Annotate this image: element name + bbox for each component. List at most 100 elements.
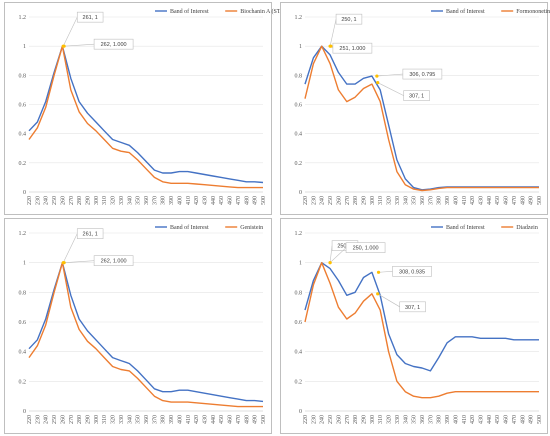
x-tick-label: 340 xyxy=(403,415,409,424)
y-tick-label: 0.2 xyxy=(19,161,27,167)
series-line-0 xyxy=(28,262,264,403)
x-tick-label: 430 xyxy=(203,196,209,205)
y-tick-label: 1.2 xyxy=(295,15,303,21)
x-tick-label: 350 xyxy=(412,415,418,424)
y-tick-label: 0.2 xyxy=(295,161,303,167)
legend-label: Genistein xyxy=(240,225,263,231)
x-tick-label: 410 xyxy=(462,196,468,205)
x-tick-label: 260 xyxy=(336,415,342,424)
callout-label: 261, 1 xyxy=(83,232,98,238)
x-tick-label: 370 xyxy=(428,415,434,424)
x-tick-label: 280 xyxy=(77,196,83,205)
callout-marker xyxy=(376,81,380,85)
chart-panel-genistein: 0 0.2 0.4 0.6 0.8 1 1.2 220 230 240 250 260 270 280 29… xyxy=(4,218,272,434)
callout-box xyxy=(76,228,104,239)
callout-box xyxy=(403,90,430,101)
callout-label: 262, 1.000 xyxy=(101,42,127,48)
x-tick-label: 310 xyxy=(378,196,384,205)
callout-box xyxy=(76,11,104,23)
x-tick-label: 320 xyxy=(111,196,117,205)
callout-box xyxy=(335,13,363,25)
y-tick-label: 0.6 xyxy=(295,103,303,109)
series-line-1 xyxy=(28,45,263,189)
y-tick-label: 1 xyxy=(299,261,302,267)
series-line-1 xyxy=(304,262,539,399)
x-tick-label: 270 xyxy=(69,415,75,424)
y-tick-label: 0.8 xyxy=(19,73,27,79)
y-tick-label: 0.6 xyxy=(19,320,27,326)
x-tick-label: 360 xyxy=(420,196,426,205)
y-tick-label: 0.2 xyxy=(295,379,303,385)
callout-box xyxy=(399,301,426,313)
x-tick-label: 400 xyxy=(177,415,183,424)
y-tick-label: 1.2 xyxy=(295,231,303,237)
y-tick-label: 0 xyxy=(299,190,302,196)
y-tick-label: 0.6 xyxy=(295,320,303,326)
callout-label: 251, 1.000 xyxy=(339,46,365,52)
callout-leader xyxy=(377,293,400,308)
y-tick-label: 0 xyxy=(299,409,302,415)
series-line-0 xyxy=(304,262,539,372)
chart-svg: 0 0.2 0.4 0.6 0.8 1 1.2 220 230 240 250 260 270 280 29… xyxy=(19,224,268,424)
x-tick-label: 430 xyxy=(479,415,485,424)
x-tick-label: 480 xyxy=(520,196,526,205)
callout-box xyxy=(332,42,373,54)
x-tick-label: 400 xyxy=(453,415,459,424)
x-tick-label: 290 xyxy=(86,415,92,424)
x-tick-label: 400 xyxy=(177,196,183,205)
x-tick-label: 440 xyxy=(487,196,493,205)
x-tick-label: 480 xyxy=(244,196,250,205)
y-tick-label: 0.4 xyxy=(295,132,303,138)
x-tick-label: 360 xyxy=(144,415,150,424)
x-tick-label: 370 xyxy=(428,196,434,205)
callout-leader xyxy=(64,43,95,47)
callout-box xyxy=(402,68,443,80)
x-tick-label: 490 xyxy=(253,196,259,205)
callout-marker xyxy=(62,44,66,48)
callout-marker xyxy=(328,261,332,265)
callout-label: 261, 1 xyxy=(83,15,98,21)
x-tick-label: 220 xyxy=(303,415,309,424)
y-tick-label: 0.4 xyxy=(19,132,27,138)
x-tick-label: 270 xyxy=(345,415,351,424)
x-tick-label: 480 xyxy=(520,415,526,424)
x-tick-label: 500 xyxy=(537,196,543,205)
x-tick-label: 330 xyxy=(119,415,125,424)
callout-leader xyxy=(377,82,404,96)
x-tick-label: 320 xyxy=(387,415,393,424)
x-tick-label: 310 xyxy=(102,196,108,205)
x-tick-label: 400 xyxy=(453,196,459,205)
x-tick-label: 460 xyxy=(504,415,510,424)
x-tick-label: 380 xyxy=(161,196,167,205)
legend-label: Formononetin xyxy=(516,9,550,15)
series-line-1 xyxy=(304,45,539,192)
x-tick-label: 270 xyxy=(345,196,351,205)
x-tick-label: 420 xyxy=(470,415,476,424)
chart-panel-formononetin: 0 0.2 0.4 0.6 0.8 1 1.2 220 230 240 250 260 270 280 29… xyxy=(280,2,550,215)
legend-label: Band of Interest xyxy=(446,8,485,15)
callout-box xyxy=(93,255,134,266)
x-tick-label: 430 xyxy=(203,415,209,424)
x-tick-label: 500 xyxy=(261,196,267,205)
callout-label: 307, 1 xyxy=(409,94,424,100)
x-tick-label: 230 xyxy=(35,415,41,424)
x-tick-label: 340 xyxy=(127,415,133,424)
x-tick-label: 220 xyxy=(27,196,33,205)
x-tick-label: 350 xyxy=(136,196,142,205)
x-tick-label: 480 xyxy=(244,415,250,424)
series-line-0 xyxy=(28,45,264,184)
x-tick-label: 290 xyxy=(362,196,368,205)
x-tick-label: 490 xyxy=(529,415,535,424)
y-tick-label: 0 xyxy=(23,190,26,196)
x-tick-label: 290 xyxy=(86,196,92,205)
chart-svg: 0 0.2 0.4 0.6 0.8 1 1.2 220 230 240 250 260 270 280 29… xyxy=(295,224,544,424)
callout-box xyxy=(392,266,432,277)
callout-leader xyxy=(376,73,403,77)
x-tick-label: 290 xyxy=(362,415,368,424)
y-tick-label: 1.2 xyxy=(19,231,27,237)
x-tick-label: 240 xyxy=(44,415,50,424)
callout-marker xyxy=(375,74,379,78)
x-tick-label: 450 xyxy=(495,415,501,424)
x-tick-label: 280 xyxy=(353,196,359,205)
x-tick-label: 250 xyxy=(52,196,58,205)
